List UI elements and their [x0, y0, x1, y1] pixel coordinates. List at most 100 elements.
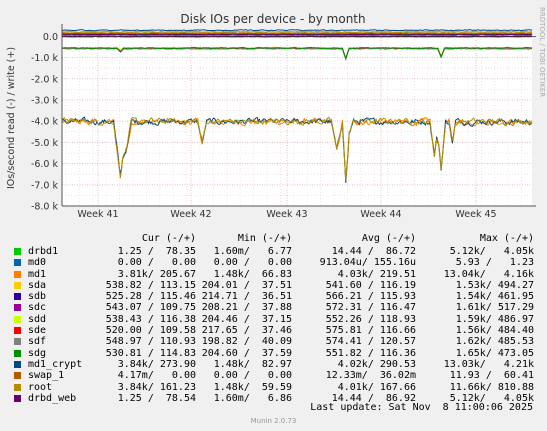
chart-title: Disk IOs per device - by month — [180, 12, 365, 26]
series-lines — [61, 29, 533, 183]
axes: 0.0 -1.0 k -2.0 k -3.0 k -4.0 k -5.0 k -6.0 k -… — [31, 24, 536, 220]
header-min: Min (-/+) — [237, 233, 292, 244]
avg-value: 572.31 / 116.47 — [325, 302, 416, 314]
legend-swatch — [14, 315, 21, 323]
min-value: 1.60m/ 6.86 — [213, 392, 292, 404]
y-tick-label: -5.0 k — [31, 138, 59, 149]
max-value: 5.93 / 1.23 — [455, 257, 534, 269]
header-cur: Cur (-/+) — [141, 233, 196, 244]
legend-row: root 3.84k/ 161.23 1.48k/ 59.59 4.01k/ 167.… — [14, 382, 534, 393]
legend-swatch — [14, 338, 21, 346]
cur-value: 1.25 / 78.54 — [117, 392, 196, 404]
line-drbd_web-write — [62, 33, 533, 36]
device-name: md1_crypt — [28, 358, 83, 370]
min-value: 1.48k/ 82.97 — [213, 358, 292, 370]
min-value: 0.00 / 0.00 — [213, 257, 292, 269]
cur-value: 530.81 / 114.83 — [105, 347, 196, 359]
legend-swatch — [14, 372, 21, 380]
y-tick-label: -3.0 k — [31, 95, 59, 106]
cur-value: 3.81k/ 205.67 — [117, 268, 196, 280]
legend-swatch — [14, 349, 21, 357]
y-axis-label: IOs/second read (-) / write (+) — [6, 47, 17, 189]
max-value: 13.04k/ 4.16k — [443, 268, 534, 280]
legend-swatch — [14, 270, 21, 278]
legend-row: drbd_web 1.25 / 78.54 1.60m/ 6.86 14.44 / 8… — [14, 393, 534, 404]
max-value: 13.03k/ 4.21k — [443, 358, 534, 370]
device-name: sdd — [28, 313, 47, 325]
avg-value: 575.81 / 116.66 — [325, 325, 416, 337]
avg-value: 4.02k/ 290.53 — [337, 358, 416, 370]
y-tick-label: -4.0 k — [31, 117, 59, 128]
legend-row: md0 0.00 / 0.00 0.00 / 0.00 913.04u/ 155.16… — [14, 257, 534, 268]
cur-value: 3.84k/ 273.90 — [117, 358, 196, 370]
x-tick-label: Week 43 — [266, 209, 307, 220]
device-name: sdg — [28, 347, 47, 359]
legend-table: Cur (-/+) Min (-/+) Avg (-/+) Max (-/+) … — [14, 233, 534, 404]
y-tick-label: -2.0 k — [31, 74, 59, 85]
cur-value: 3.84k/ 161.23 — [117, 381, 196, 393]
y-tick-label: -8.0 k — [31, 202, 59, 213]
y-tick-label: 0.0 — [43, 32, 58, 43]
min-value: 0.00 / 0.00 — [213, 370, 292, 382]
legend-swatch — [14, 327, 21, 335]
max-value: 1.62k/ 485.53 — [455, 336, 534, 348]
legend-swatch — [14, 293, 21, 301]
avg-value: 14.44 / 86.72 — [331, 246, 416, 257]
plot-area — [62, 30, 532, 206]
min-value: 1.60m/ 6.77 — [213, 246, 292, 257]
cur-value: 525.28 / 115.46 — [105, 291, 196, 303]
rrdtool-watermark: RRDTOOL / TOBI OETIKER — [538, 7, 546, 97]
legend-row: sdb 525.28 / 115.46 214.71 / 36.51 566.21 /… — [14, 291, 534, 302]
max-value: 1.54k/ 461.95 — [455, 291, 534, 303]
legend-row: sde 520.00 / 109.58 217.65 / 37.46 575.81 /… — [14, 325, 534, 336]
device-name: sda — [28, 279, 47, 291]
legend-header: Cur (-/+) Min (-/+) Avg (-/+) Max (-/+) — [14, 233, 534, 246]
legend-row: sda 538.82 / 113.15 204.01 / 37.51 541.60 /… — [14, 280, 534, 291]
device-name: md1 — [28, 268, 47, 280]
legend-row: sdg 530.81 / 114.83 204.60 / 37.59 551.82 /… — [14, 348, 534, 359]
device-name: drbd_web — [28, 392, 77, 404]
line-md1-write — [61, 30, 533, 33]
min-value: 204.60 / 37.59 — [201, 347, 292, 359]
cur-value: 548.97 / 110.93 — [105, 336, 196, 348]
avg-value: 574.41 / 120.57 — [325, 336, 416, 348]
x-tick-label: Week 42 — [170, 209, 211, 220]
line-md1_crypt-write — [61, 29, 532, 32]
device-name: swap_1 — [28, 370, 65, 382]
legend-row: md1_crypt 3.84k/ 273.90 1.48k/ 82.97 4.02k/… — [14, 359, 534, 370]
y-tick-label: -7.0 k — [31, 180, 59, 191]
cur-value: 538.82 / 113.15 — [105, 279, 196, 291]
max-value: 1.59k/ 486.97 — [455, 313, 534, 325]
cur-value: 538.43 / 116.38 — [105, 313, 196, 325]
x-tick-label: Week 44 — [360, 209, 401, 220]
min-value: 214.71 / 36.51 — [201, 291, 292, 303]
max-value: 1.65k/ 473.05 — [455, 347, 534, 359]
cur-value: 4.17m/ 0.00 — [117, 370, 196, 382]
device-name: md0 — [28, 257, 47, 269]
max-value: 1.61k/ 517.29 — [455, 302, 534, 314]
x-tick-label: Week 45 — [455, 209, 496, 220]
header-max: Max (-/+) — [479, 233, 534, 244]
legend-swatch — [14, 383, 21, 391]
cur-value: 543.07 / 109.75 — [105, 302, 196, 314]
avg-value: 552.26 / 118.93 — [325, 313, 416, 325]
legend-row: sdd 538.43 / 116.38 204.46 / 37.15 552.26 /… — [14, 314, 534, 325]
avg-value: 4.03k/ 219.51 — [337, 268, 416, 280]
legend-swatch — [14, 259, 21, 267]
max-value: 5.12k/ 4.05k — [449, 246, 534, 257]
avg-value: 4.01k/ 167.66 — [337, 381, 416, 393]
legend-swatch — [14, 281, 21, 289]
avg-value: 566.21 / 115.93 — [325, 291, 416, 303]
device-name: sdb — [28, 291, 47, 303]
min-value: 204.46 / 37.15 — [201, 313, 292, 325]
legend-rows: drbd1 1.25 / 78.35 1.60m/ 6.77 14.44 / 86.7… — [14, 246, 534, 404]
legend-swatch — [14, 360, 21, 368]
legend-swatch — [14, 304, 21, 312]
min-value: 198.82 / 40.09 — [201, 336, 292, 348]
avg-value: 913.04u/ 155.16u — [319, 257, 416, 269]
legend-row: md1 3.81k/ 205.67 1.48k/ 66.83 4.03k/ 219.5… — [14, 269, 534, 280]
y-tick-label: -6.0 k — [31, 159, 59, 170]
legend-swatch — [14, 394, 21, 402]
legend-row: sdc 543.07 / 109.75 208.21 / 37.88 572.31 /… — [14, 302, 534, 313]
disk-io-chart: 0.0 -1.0 k -2.0 k -3.0 k -4.0 k -5.0 k -6.0 k -… — [6, 7, 546, 220]
